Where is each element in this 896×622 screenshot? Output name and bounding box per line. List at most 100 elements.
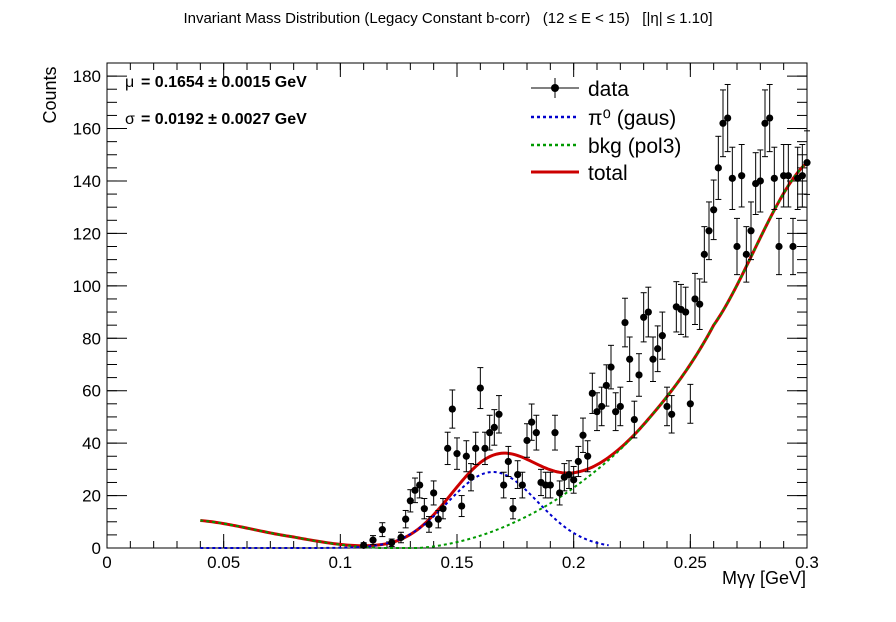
data-point xyxy=(602,381,610,390)
data-point xyxy=(733,242,741,251)
data-point xyxy=(574,457,582,466)
data-point xyxy=(546,481,554,489)
data-point xyxy=(430,489,438,497)
data-point xyxy=(467,473,475,481)
background-fit-curve xyxy=(200,161,808,549)
data-point xyxy=(551,429,559,437)
data-point xyxy=(770,174,778,182)
data-point xyxy=(509,505,517,513)
mu-value: = 0.1654 ± 0.0015 GeV xyxy=(141,74,307,91)
legend: data π⁰ (gaus) bkg (pol3) total xyxy=(531,78,681,185)
legend-label-total: total xyxy=(588,162,628,185)
data-point xyxy=(416,481,424,489)
data-point xyxy=(649,355,657,363)
y-tick-label: 60 xyxy=(82,382,101,401)
data-point xyxy=(784,172,792,180)
data-point xyxy=(696,300,704,308)
data-point xyxy=(570,476,578,484)
data-point xyxy=(476,384,484,392)
data-point xyxy=(481,444,489,452)
data-point xyxy=(682,308,690,316)
data-point xyxy=(434,515,442,523)
y-tick-label: 180 xyxy=(73,67,101,86)
data-point xyxy=(612,408,620,416)
legend-data-marker xyxy=(551,84,559,92)
x-tick-label: 0.15 xyxy=(440,553,473,572)
x-tick-label: 0.25 xyxy=(674,553,707,572)
data-point xyxy=(588,389,596,397)
y-tick-label: 80 xyxy=(82,329,101,348)
data-point xyxy=(747,227,755,235)
data-point xyxy=(518,481,526,489)
fit-parameters: μ = 0.1654 ± 0.0015 GeV σ = 0.0192 ± 0.0… xyxy=(125,74,307,128)
data-point xyxy=(635,371,643,379)
y-tick-label: 40 xyxy=(82,434,101,453)
data-point xyxy=(630,415,638,424)
data-point xyxy=(523,436,531,445)
data-point xyxy=(490,423,498,432)
data-point xyxy=(402,515,410,523)
data-point xyxy=(738,172,746,180)
data-point xyxy=(644,308,652,316)
data-point xyxy=(462,452,470,460)
data-point xyxy=(658,332,666,340)
data-point xyxy=(798,172,806,180)
data-point xyxy=(710,206,718,214)
data-point xyxy=(607,363,615,371)
data-point xyxy=(458,502,466,510)
data-point xyxy=(388,539,396,547)
data-point xyxy=(514,470,522,479)
data-point xyxy=(766,114,774,122)
sigma-value: = 0.0192 ± 0.0027 GeV xyxy=(141,111,307,128)
data-point xyxy=(756,177,764,185)
data-points xyxy=(360,83,811,549)
x-tick-label: 0 xyxy=(102,553,111,572)
data-point xyxy=(472,444,480,452)
y-axis-title: Counts xyxy=(40,66,60,123)
data-point xyxy=(742,250,750,258)
data-point xyxy=(724,114,732,122)
data-point xyxy=(714,164,722,172)
data-point xyxy=(691,295,699,303)
data-point xyxy=(406,497,414,505)
data-point xyxy=(579,431,587,439)
data-point xyxy=(640,313,648,321)
data-point xyxy=(789,242,797,251)
data-point xyxy=(626,355,634,363)
data-point xyxy=(378,526,386,534)
data-point xyxy=(444,444,452,452)
data-point xyxy=(453,450,461,458)
data-point xyxy=(528,418,536,426)
legend-label-gaus: π⁰ (gaus) xyxy=(588,107,676,130)
data-point xyxy=(598,402,606,411)
y-tick-label: 140 xyxy=(73,172,101,191)
data-point xyxy=(654,345,662,353)
data-point xyxy=(397,533,405,542)
y-tick-label: 100 xyxy=(73,277,101,296)
data-point xyxy=(775,242,783,251)
data-point xyxy=(360,541,368,549)
data-point xyxy=(448,405,456,413)
data-point xyxy=(425,520,433,529)
data-point xyxy=(719,119,727,127)
data-point xyxy=(700,250,708,258)
mu-symbol: μ xyxy=(125,74,134,91)
data-point xyxy=(495,410,503,418)
data-point xyxy=(621,318,629,327)
data-point xyxy=(668,410,676,418)
data-point xyxy=(584,452,592,460)
data-point xyxy=(686,400,694,408)
y-tick-label: 20 xyxy=(82,487,101,506)
data-point xyxy=(803,159,811,167)
data-point xyxy=(439,505,447,513)
data-point xyxy=(761,119,769,127)
data-point xyxy=(663,402,671,411)
data-point xyxy=(593,408,601,416)
axis-ticks: 0 0.05 0.1 0.15 0.2 0.25 0.3 0 20 40 60 80 100 120 140… xyxy=(73,63,819,572)
legend-label-bkg: bkg (pol3) xyxy=(588,135,681,158)
data-point xyxy=(486,429,494,437)
legend-label-data: data xyxy=(588,78,629,101)
sigma-symbol: σ xyxy=(125,111,135,128)
data-point xyxy=(411,486,419,494)
